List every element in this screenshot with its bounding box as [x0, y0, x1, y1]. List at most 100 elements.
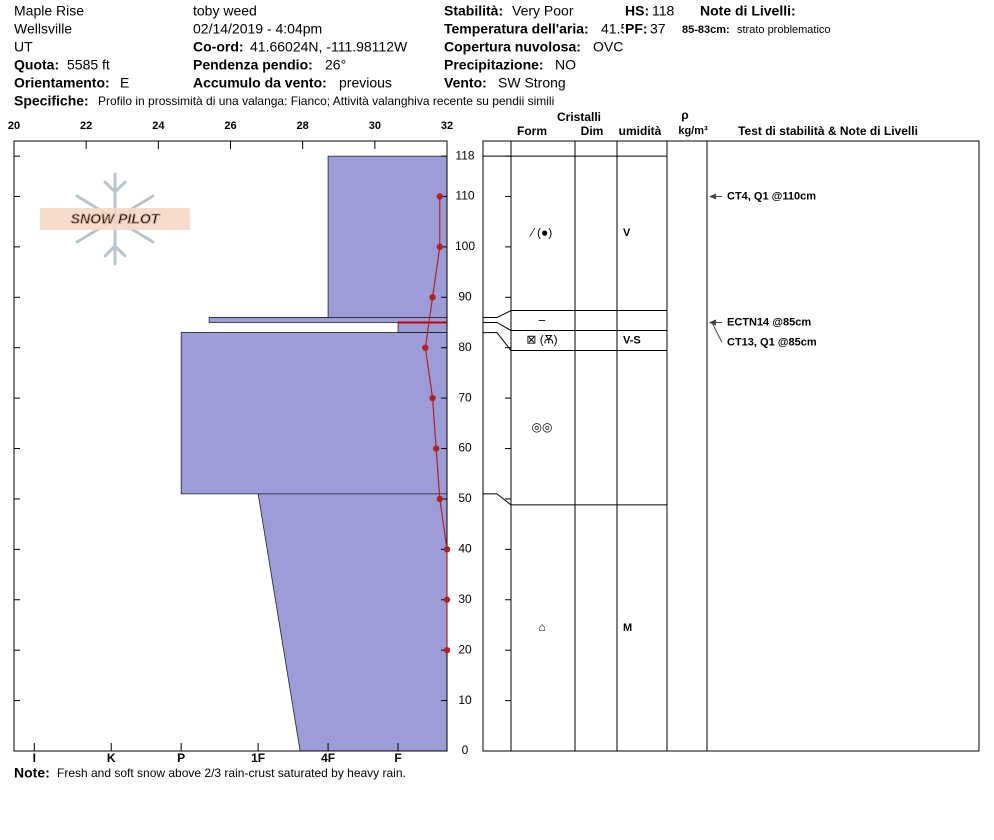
hardness-label: K: [107, 751, 116, 765]
label: Note:: [14, 765, 50, 781]
y-tick-label: 110: [455, 189, 474, 203]
label: PF:: [625, 21, 648, 37]
y-tick-label: 0: [462, 743, 469, 757]
temperature-point: [436, 495, 443, 503]
layer-note: strato problematico: [737, 24, 831, 36]
label: Copertura nuvolosa:: [444, 39, 581, 55]
label: Orientamento:: [14, 75, 110, 91]
x-tick-label: 20: [8, 120, 20, 132]
value: 37: [650, 21, 666, 37]
temperature-point: [436, 243, 443, 251]
label: Stabilità:: [444, 3, 503, 19]
y-tick-label: 30: [458, 592, 472, 606]
note: Fresh and soft snow above 2/3 rain-crust…: [57, 766, 406, 780]
label: Temperatura dell'aria:: [444, 21, 589, 37]
form: –: [539, 313, 546, 327]
column-header: Cristalli: [557, 110, 601, 124]
x-tick-label: 32: [441, 120, 453, 132]
hardness-label: 1F: [251, 751, 265, 765]
value: NO: [555, 57, 576, 73]
y-tick-label: 80: [458, 340, 472, 354]
datetime: 02/14/2019 - 4:04pm: [193, 21, 322, 37]
temperature-line: [424, 196, 448, 651]
logo-band: [40, 208, 190, 230]
value: 26°: [325, 57, 346, 73]
column-header: ρ: [681, 108, 688, 122]
temperature-point: [436, 193, 443, 200]
layer: [180, 332, 448, 495]
test-leader: [711, 322, 723, 343]
flake-arm: [103, 243, 127, 258]
label-bg: [624, 22, 649, 38]
form: ⌂: [538, 620, 545, 634]
y-tick-label: 70: [458, 390, 472, 404]
city: Wellsville: [14, 21, 72, 37]
x-tick-label: 28: [297, 120, 309, 132]
layer-connector: [483, 493, 512, 506]
temperature-point: [443, 546, 451, 553]
hardness-label: P: [177, 751, 185, 765]
form: ⊠ (Ѫ): [526, 333, 557, 347]
label: Pendenza pendio:: [193, 57, 313, 73]
temperature-point: [443, 596, 451, 603]
humidity: V: [623, 227, 631, 239]
label: Note di Livelli:: [700, 3, 796, 19]
panel-frame: [482, 140, 980, 752]
humidity: M: [623, 622, 632, 634]
x-tick-label: 24: [152, 120, 165, 132]
site: Maple Rise: [14, 3, 84, 19]
column-header: umidità: [619, 124, 662, 138]
y-tick-label: 60: [458, 441, 472, 455]
test-label: CT4, Q1 @110cm: [727, 190, 816, 202]
value: 41.66024N, -111.98112W: [250, 39, 408, 55]
y-tick-label: 90: [458, 289, 472, 303]
value: 5585 ft: [67, 57, 110, 73]
hardness-label: I: [33, 751, 36, 765]
column-header: Test di stabilità & Note di Livelli: [738, 124, 918, 138]
layer: [257, 493, 448, 752]
temperature-point: [422, 344, 429, 351]
column-header: Dim: [581, 124, 604, 138]
label: Quota:: [14, 57, 59, 73]
value: OVC: [593, 39, 623, 55]
value: Profilo in prossimità di una valanga: Fi…: [98, 94, 554, 108]
value: 118: [652, 3, 675, 19]
value: previous: [339, 75, 392, 91]
layer: [327, 155, 448, 318]
flake-arm: [103, 180, 127, 195]
humidity: V-S: [623, 334, 641, 346]
y-tick-label: 118: [455, 148, 474, 162]
label: Co-ord:: [193, 39, 244, 55]
value: Very Poor: [512, 3, 574, 19]
layer-note-range: 85-83cm:: [682, 24, 730, 36]
state: UT: [14, 39, 33, 55]
y-tick-label: 20: [458, 642, 472, 656]
temperature-point: [429, 294, 436, 301]
x-tick-label: 30: [369, 120, 381, 132]
y-tick-label: 50: [458, 491, 472, 505]
temperature-point: [432, 445, 440, 452]
observer: toby weed: [193, 3, 257, 19]
label: Specifiche:: [14, 93, 89, 109]
y-tick-label: 100: [455, 239, 475, 253]
column-header: Form: [517, 124, 547, 138]
label: Precipitazione:: [444, 57, 544, 73]
label: HS:: [625, 3, 649, 19]
label: Vento:: [444, 75, 487, 91]
label: Accumulo da vento:: [193, 75, 327, 91]
y-tick-label: 10: [458, 693, 472, 707]
value: SW Strong: [498, 75, 566, 91]
value: E: [120, 75, 129, 91]
hardness-label: 4F: [321, 751, 335, 765]
temperature-point: [443, 646, 451, 654]
form: ⁄ (●): [529, 225, 553, 239]
column-header: kg/m³: [678, 125, 708, 137]
test-label: ECTN14 @85cm: [727, 316, 811, 328]
x-tick-label: 26: [224, 120, 236, 132]
logo-text: SNOW PILOT: [71, 211, 161, 227]
layer-connector: [483, 321, 512, 331]
test-label: CT13, Q1 @85cm: [727, 336, 817, 348]
layer: [397, 322, 448, 333]
y-tick-label: 40: [458, 542, 472, 556]
